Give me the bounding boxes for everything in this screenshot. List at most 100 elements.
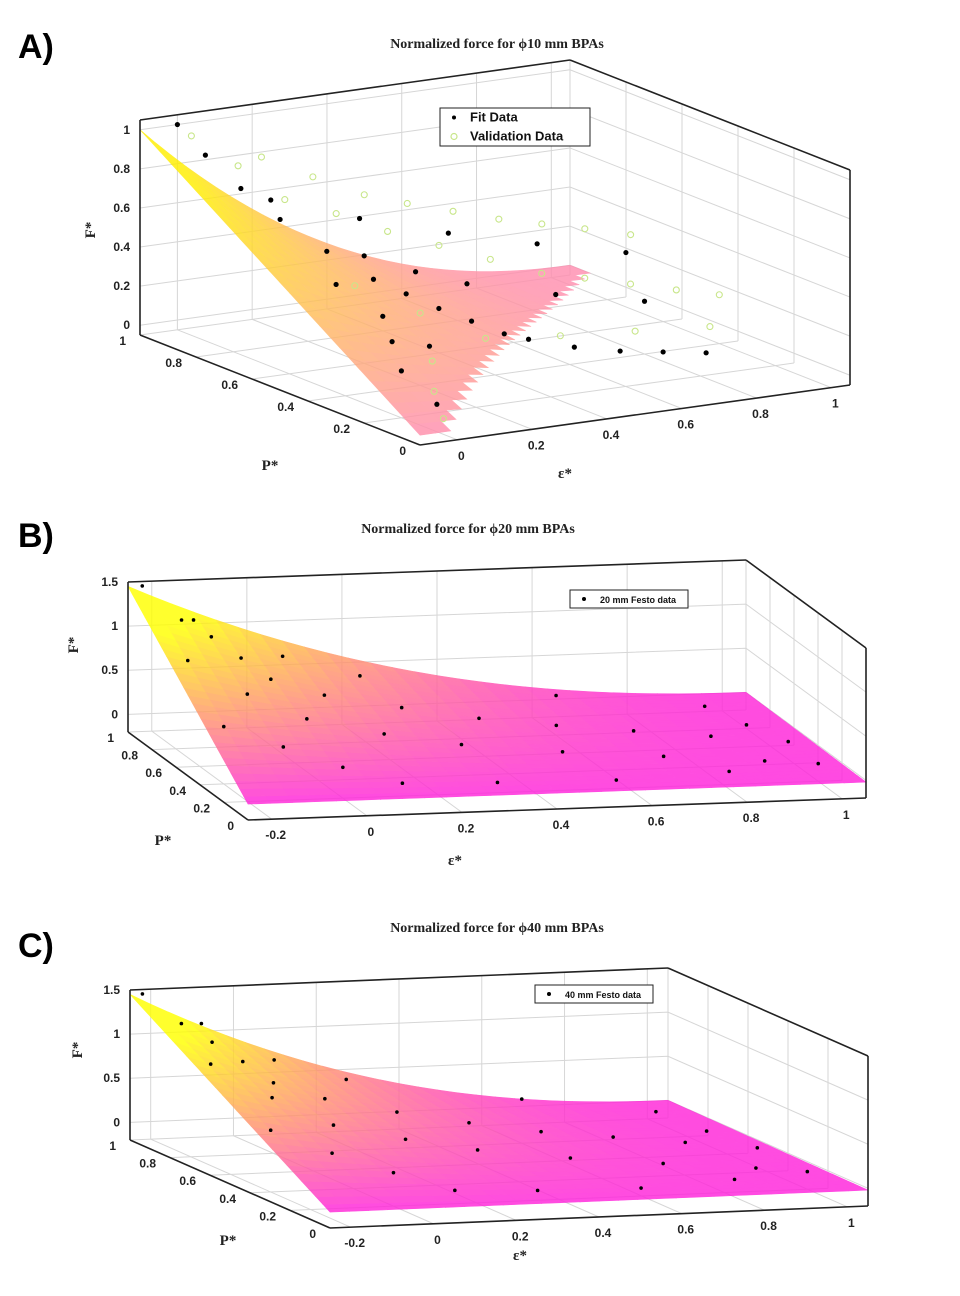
data-point xyxy=(755,1146,760,1150)
data-point xyxy=(281,745,286,749)
data-point xyxy=(762,759,767,763)
chart-title: Normalized force for ϕ20 mm BPAs xyxy=(361,522,575,537)
surface-patch xyxy=(243,795,271,805)
data-point xyxy=(482,334,490,342)
data-point xyxy=(257,153,266,161)
data-point xyxy=(389,339,395,345)
x-axis-label: ε* xyxy=(448,853,462,869)
panel-b: B) -0.2 0 0.2 0.4 0.6 0.8 1 0 0.2 0.4 0.6 0.8 1 0 0.5 1… xyxy=(0,505,960,885)
data-point xyxy=(501,331,507,337)
data-point xyxy=(426,343,433,349)
gridline xyxy=(150,1138,351,1228)
data-point xyxy=(495,780,500,785)
legend-label: Validation Data xyxy=(470,129,564,144)
box-edge xyxy=(247,797,867,821)
data-point xyxy=(660,349,666,355)
x-tick-label: 0.2 xyxy=(458,821,475,835)
gridline xyxy=(151,730,273,820)
data-point xyxy=(330,1151,334,1155)
data-point xyxy=(617,348,623,354)
surface-patch xyxy=(309,794,337,803)
data-point xyxy=(400,781,405,786)
data-point xyxy=(305,717,309,721)
data-point xyxy=(464,281,470,287)
z-tick-label: 0.5 xyxy=(101,663,118,677)
box-edge xyxy=(329,1205,869,1229)
data-point xyxy=(571,344,577,350)
data-point xyxy=(534,241,540,247)
z-tick-label: 0 xyxy=(111,707,118,721)
data-point xyxy=(185,658,190,663)
axes-box xyxy=(139,59,851,446)
data-point xyxy=(358,674,362,678)
data-point xyxy=(234,162,242,170)
x-axis-label: ε* xyxy=(558,466,572,482)
data-point xyxy=(560,750,565,754)
data-point xyxy=(554,723,559,728)
data-point xyxy=(704,1129,709,1133)
data-point xyxy=(486,255,494,263)
legend-marker xyxy=(452,115,456,120)
data-point xyxy=(270,1095,274,1100)
data-point xyxy=(683,1140,688,1145)
z-tick-label: 0 xyxy=(123,318,130,332)
surface-patch xyxy=(265,795,293,804)
y-tick-label: 0.6 xyxy=(221,378,238,392)
surface-patch xyxy=(648,1100,676,1105)
gridline xyxy=(127,603,867,693)
data-point xyxy=(202,152,208,158)
data-point xyxy=(475,1148,480,1152)
data-point xyxy=(324,248,330,254)
data-point xyxy=(556,332,564,340)
data-point xyxy=(661,1161,665,1166)
y-tick-label: 0.4 xyxy=(277,400,294,414)
data-point xyxy=(631,729,636,733)
data-point xyxy=(208,1062,213,1066)
data-point xyxy=(554,693,558,698)
x-tick-label: 1 xyxy=(843,808,850,822)
legend-box xyxy=(439,107,591,147)
z-tick-label: 0.5 xyxy=(103,1071,120,1085)
data-point xyxy=(654,1109,658,1114)
chart-a: 0 0.2 0.4 0.6 0.8 1 0 0.2 0.4 0.6 0.8 1 0 0.2 0.4 0.6 0.… xyxy=(83,37,851,482)
data-point xyxy=(179,618,184,622)
data-point xyxy=(581,274,589,282)
data-point xyxy=(672,286,680,294)
z-tick-label: 1 xyxy=(111,619,118,633)
data-point xyxy=(391,1170,396,1175)
x-tick-label: 0.8 xyxy=(760,1219,777,1233)
data-point xyxy=(271,1080,276,1085)
x-tick-label: -0.2 xyxy=(344,1236,365,1250)
data-point xyxy=(210,1040,214,1044)
gridline xyxy=(139,69,851,181)
surface-patch xyxy=(723,692,752,697)
y-axis-label: P* xyxy=(155,833,172,849)
box-edge xyxy=(139,59,571,121)
legend-box xyxy=(534,984,654,1004)
data-point xyxy=(209,634,214,639)
box-edge xyxy=(129,967,669,991)
data-point xyxy=(436,305,442,312)
surface-patch xyxy=(463,790,492,797)
data-point xyxy=(568,1156,573,1160)
data-point xyxy=(361,253,367,259)
chart-title: Normalized force for ϕ10 mm BPAs xyxy=(390,37,604,52)
data-point xyxy=(702,704,707,709)
x-tick-label: 1 xyxy=(848,1216,855,1230)
data-point xyxy=(805,1169,810,1174)
legend-marker xyxy=(547,992,551,996)
series-0 xyxy=(140,584,821,786)
y-axis-label: P* xyxy=(262,458,279,474)
data-point xyxy=(341,765,345,770)
surface-patch xyxy=(554,264,581,272)
panel-label: C) xyxy=(18,927,54,965)
gridline xyxy=(129,1011,869,1101)
z-axis-label: F* xyxy=(83,222,99,239)
data-point xyxy=(416,309,424,317)
surface-patch xyxy=(353,793,382,801)
z-tick-label: 1.5 xyxy=(101,575,118,589)
x-tick-label: 1 xyxy=(832,397,839,411)
z-tick-label: 0.2 xyxy=(113,279,130,293)
y-tick-label: 0.6 xyxy=(179,1174,196,1188)
gridline xyxy=(139,147,851,259)
